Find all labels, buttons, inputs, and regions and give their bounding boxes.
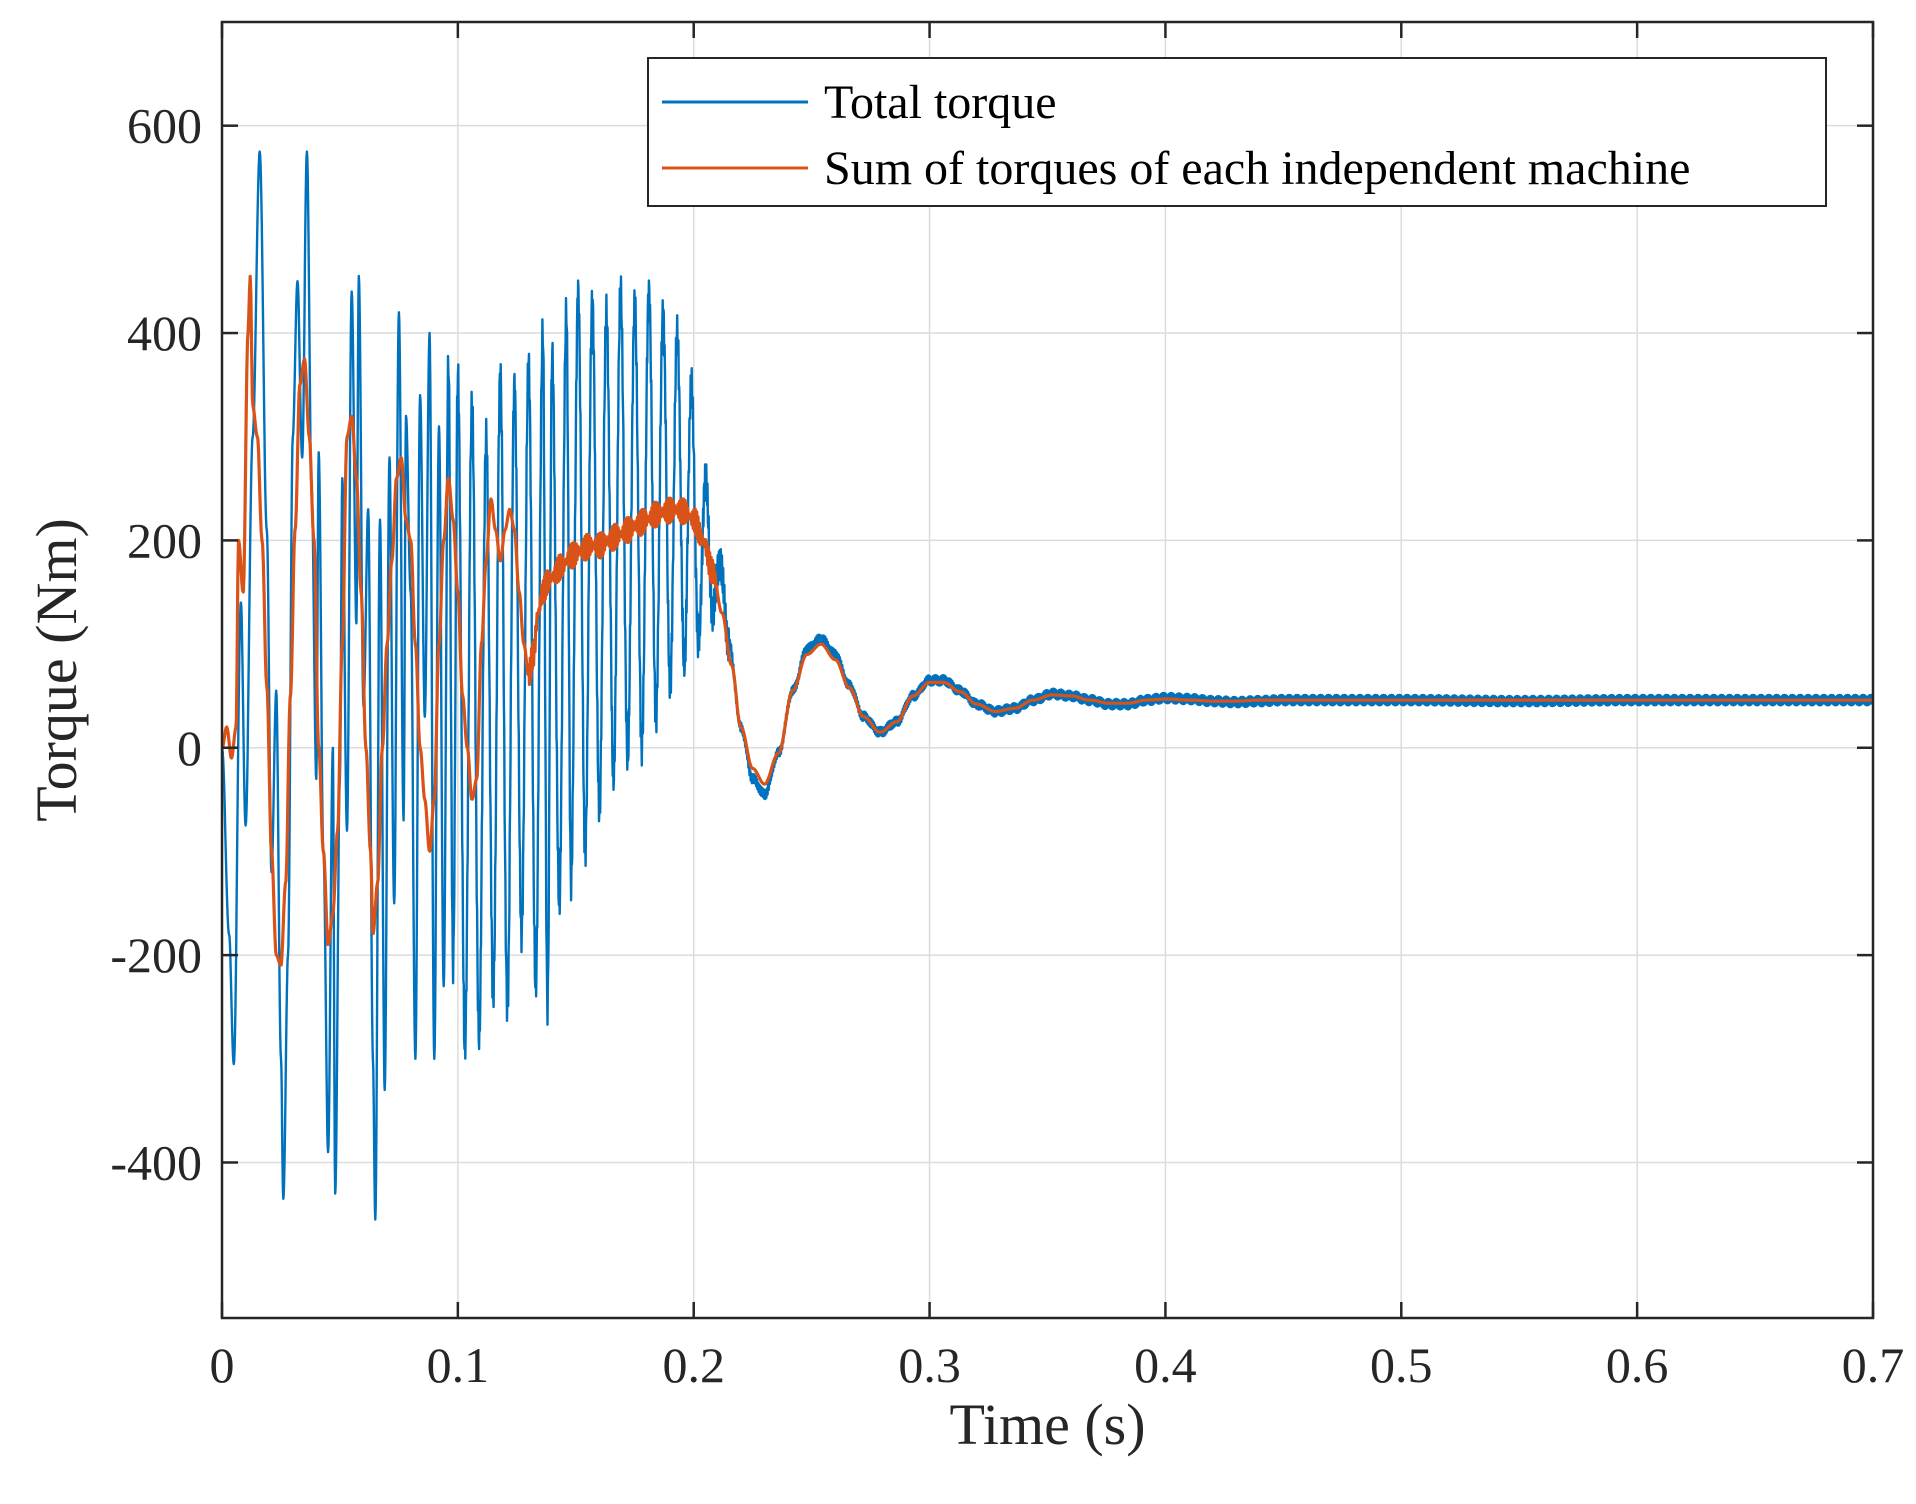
x-tick-label-5: 0.5 bbox=[1370, 1337, 1433, 1393]
x-tick-label-7: 0.7 bbox=[1842, 1337, 1905, 1393]
legend-box bbox=[647, 57, 1827, 207]
axes-box bbox=[220, 20, 1875, 1320]
y-tick-label-2: 0 bbox=[177, 720, 202, 776]
y-axis-label: Torque (Nm) bbox=[24, 518, 89, 822]
tick-labels: 0 0.1 0.2 0.3 0.4 0.5 0.6 0.7 -400 -200 0 200 400 600 bbox=[110, 98, 1904, 1393]
ticks bbox=[220, 22, 1875, 1318]
legend: Total torque Sum of torques of each inde… bbox=[647, 57, 1827, 207]
y-tick-label-4: 400 bbox=[127, 305, 202, 361]
x-tick-label-2: 0.2 bbox=[662, 1337, 725, 1393]
x-tick-label-4: 0.4 bbox=[1134, 1337, 1197, 1393]
y-tick-label-0: -400 bbox=[110, 1134, 202, 1190]
x-tick-label-6: 0.6 bbox=[1606, 1337, 1669, 1393]
series-layer bbox=[220, 150, 1875, 1221]
series-line-1 bbox=[220, 274, 1874, 967]
legend-entry-total-torque: Total torque bbox=[824, 76, 1057, 129]
legend-entry-sum-of-torques: Sum of torques of each independent machi… bbox=[824, 142, 1690, 195]
x-tick-label-0: 0 bbox=[210, 1337, 235, 1393]
y-tick-label-1: -200 bbox=[110, 927, 202, 983]
y-tick-label-5: 600 bbox=[127, 98, 202, 154]
y-tick-label-3: 200 bbox=[127, 512, 202, 568]
x-axis-label: Time (s) bbox=[949, 1392, 1145, 1457]
x-tick-label-3: 0.3 bbox=[898, 1337, 961, 1393]
x-tick-label-1: 0.1 bbox=[427, 1337, 490, 1393]
